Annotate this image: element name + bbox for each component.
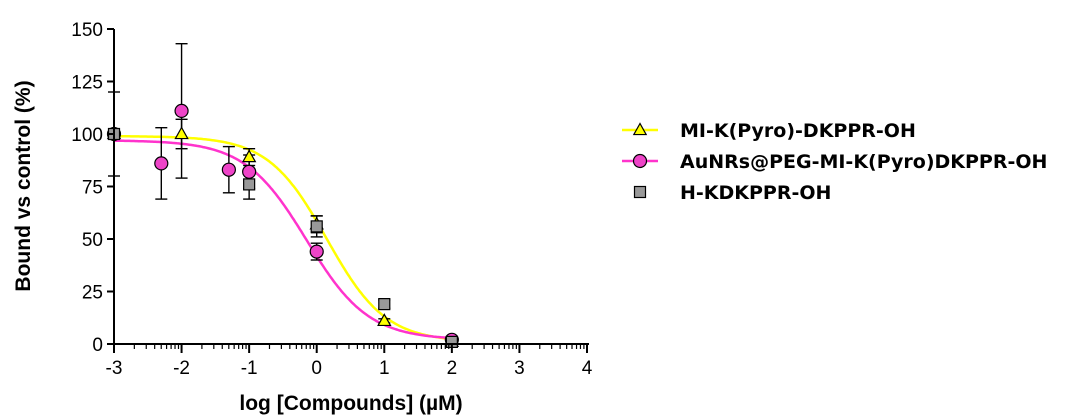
legend-marker-square [633,185,647,199]
x-tick-label: 1 [379,358,390,379]
y-tick-label: 50 [82,230,103,251]
axes: 0 25 50 75 100 125 150 -3 -2 -1 0 1 2 3 4 [71,20,592,379]
data-point-circle [221,162,236,177]
x-tick-label: -2 [173,358,190,379]
legend-label: H-KDKPPR-OH [680,182,831,204]
legend-marker-circle [632,153,648,169]
y-tick-label: 100 [71,125,103,146]
plot-area [106,43,460,348]
data-point-square [378,298,391,311]
data-point-triangle [174,126,189,140]
x-axis-title: log [Compounds] (µM) [239,392,462,415]
data-point-triangle [377,313,392,327]
y-tick-label: 75 [82,178,103,199]
data-point-square [310,220,323,233]
fit-curve-1 [113,134,452,341]
legend-marker-triangle [632,122,648,136]
y-axis-title: Bound vs control (%) [12,80,35,291]
y-tick-label: 125 [71,73,103,94]
fit-curve-2 [114,139,452,340]
data-point-circle [154,156,169,171]
x-tick-label: 3 [514,358,525,379]
y-tick-label: 0 [92,335,103,356]
x-tick-label: 0 [311,358,322,379]
x-tick-label: 2 [447,358,458,379]
data-point-triangle [241,149,257,163]
y-tick-label: 150 [71,20,103,41]
x-tick-label: -3 [106,358,123,379]
legend: MI-K(Pyro)-DKPPR-OH AuNRs@PEG-MI-K(Pyro)D… [622,120,1047,204]
x-tick-label: 4 [582,358,593,379]
legend-label: MI-K(Pyro)-DKPPR-OH [680,120,916,142]
y-tick-label: 25 [82,283,103,304]
data-point-circle [242,164,257,179]
x-tick-label: -1 [241,358,258,379]
data-point-circle [309,244,324,259]
legend-label: AuNRs@PEG-MI-K(Pyro)DKPPR-OH [680,151,1047,173]
data-point-circle [174,103,189,119]
data-point-square [243,178,256,191]
